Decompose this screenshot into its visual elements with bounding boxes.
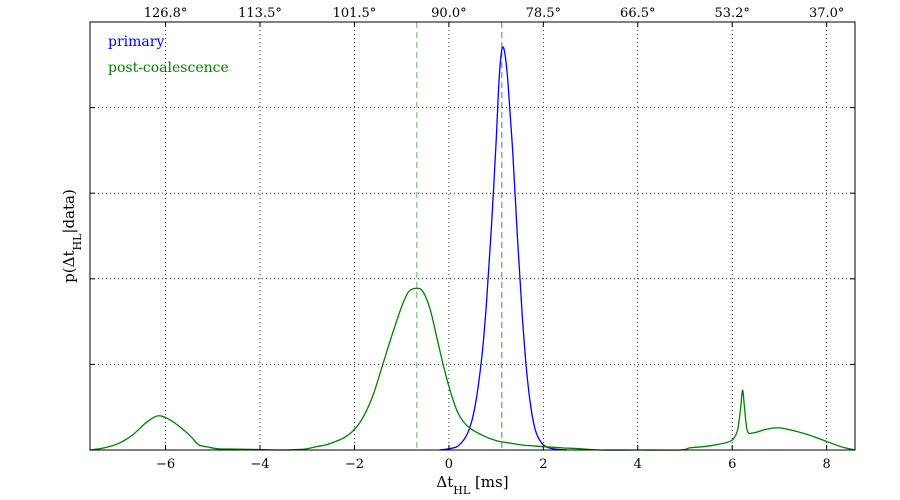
x-tick-label: 6: [728, 457, 736, 472]
x-tick-label: 0: [445, 457, 453, 472]
median-lines: [416, 22, 503, 450]
post-coalescence-line: [89, 287, 856, 451]
legend-entry-primary: primary: [108, 34, 164, 50]
x-tick-label: −6: [156, 457, 175, 472]
x-tick-label: 2: [539, 457, 547, 472]
legend-entry-post-coalescence: post-coalescence: [108, 60, 229, 76]
top-tick-label: 53.2°: [714, 6, 749, 21]
top-tick-label: 90.0°: [431, 6, 466, 21]
x-tick-label: 8: [823, 457, 831, 472]
top-tick-label: 37.0°: [809, 6, 844, 21]
top-tick-label: 101.5°: [333, 6, 377, 21]
y-axis-label: p(ΔtHL|data): [60, 189, 84, 283]
grid-lines: [90, 22, 855, 450]
plot-frame: [89, 21, 856, 451]
x-tick-label: 4: [634, 457, 642, 472]
primary-line: [439, 46, 567, 451]
top-tick-label: 78.5°: [526, 6, 561, 21]
legend: primary post-coalescence: [108, 34, 229, 76]
x-axis-label: ΔtHL [ms]: [436, 473, 508, 497]
x-tick-label: −2: [345, 457, 364, 472]
top-tick-label: 66.5°: [620, 6, 655, 21]
top-tick-label: 113.5°: [238, 6, 282, 21]
top-tick-label: 126.8°: [144, 6, 188, 21]
axis-ticks: −6 −4 −2 0 2 4 6 8 126.8° 113.5° 101.5° 90.0° 78.5° 6…: [90, 6, 855, 472]
x-tick-label: −4: [250, 457, 269, 472]
series-lines: [89, 46, 856, 451]
